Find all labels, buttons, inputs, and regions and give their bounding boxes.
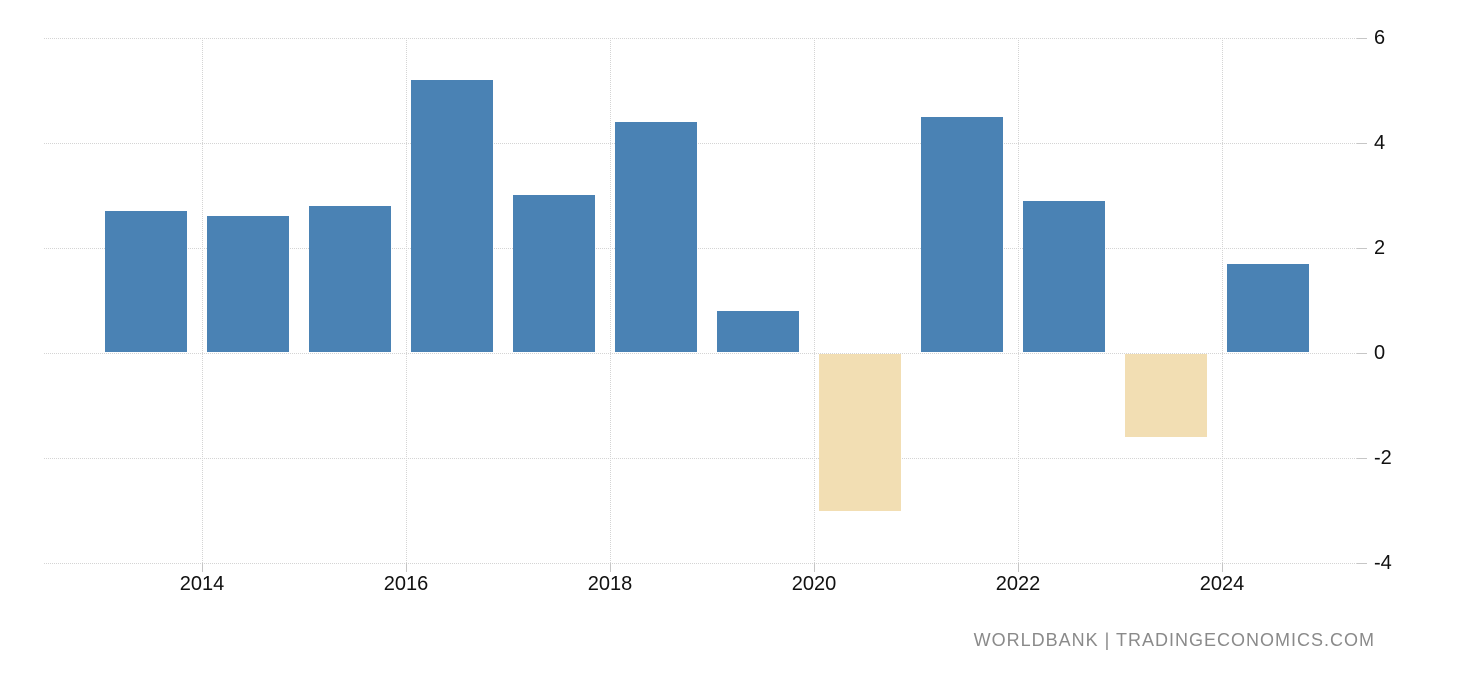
x-axis-tick [1222,563,1223,572]
y-gridline [44,38,1357,39]
y-gridline [44,248,1357,249]
y-axis-tick [1357,38,1367,39]
x-axis-tick [610,563,611,572]
bar-2017[interactable] [513,195,595,352]
x-axis-label: 2014 [179,573,225,595]
y-gridline [44,353,1357,354]
x-axis-label: 2022 [995,573,1041,595]
bar-2013[interactable] [105,211,187,352]
x-axis-label: 2016 [383,573,429,595]
y-axis-tick [1357,458,1367,459]
bar-2021[interactable] [921,117,1003,352]
y-axis-label: 4 [1374,132,1386,154]
x-gridline [406,38,407,563]
x-axis-tick [202,563,203,572]
x-axis-tick [406,563,407,572]
y-axis-label: 6 [1374,27,1386,49]
x-axis-tick [1018,563,1019,572]
x-axis-label: 2018 [587,573,633,595]
watermark-text: WORLDBANK | TRADINGECONOMICS.COM [973,630,1375,650]
bar-2019[interactable] [717,311,799,352]
bar-2022[interactable] [1023,201,1105,352]
y-gridline [44,563,1357,564]
bar-2016[interactable] [411,80,493,352]
x-gridline [610,38,611,563]
x-axis-tick [814,563,815,572]
y-axis-tick [1357,563,1367,564]
x-gridline [814,38,815,563]
y-axis-tick [1357,143,1367,144]
x-gridline [202,38,203,563]
y-gridline [44,458,1357,459]
x-gridline [1222,38,1223,563]
bar-2020[interactable] [819,354,901,511]
bar-2023[interactable] [1125,354,1207,437]
bar-2018[interactable] [615,122,697,352]
y-axis-label: -2 [1374,447,1392,469]
y-axis-label: 0 [1374,342,1386,364]
bar-2015[interactable] [309,206,391,352]
bar-2014[interactable] [207,216,289,352]
y-axis-tick [1357,353,1367,354]
x-gridline [1018,38,1019,563]
y-axis-label: 2 [1374,237,1386,259]
y-gridline [44,143,1357,144]
y-axis-label: -4 [1374,552,1392,574]
y-axis-tick [1357,248,1367,249]
bar-2024[interactable] [1227,264,1309,352]
x-axis-label: 2024 [1199,573,1245,595]
x-axis-label: 2020 [791,573,837,595]
